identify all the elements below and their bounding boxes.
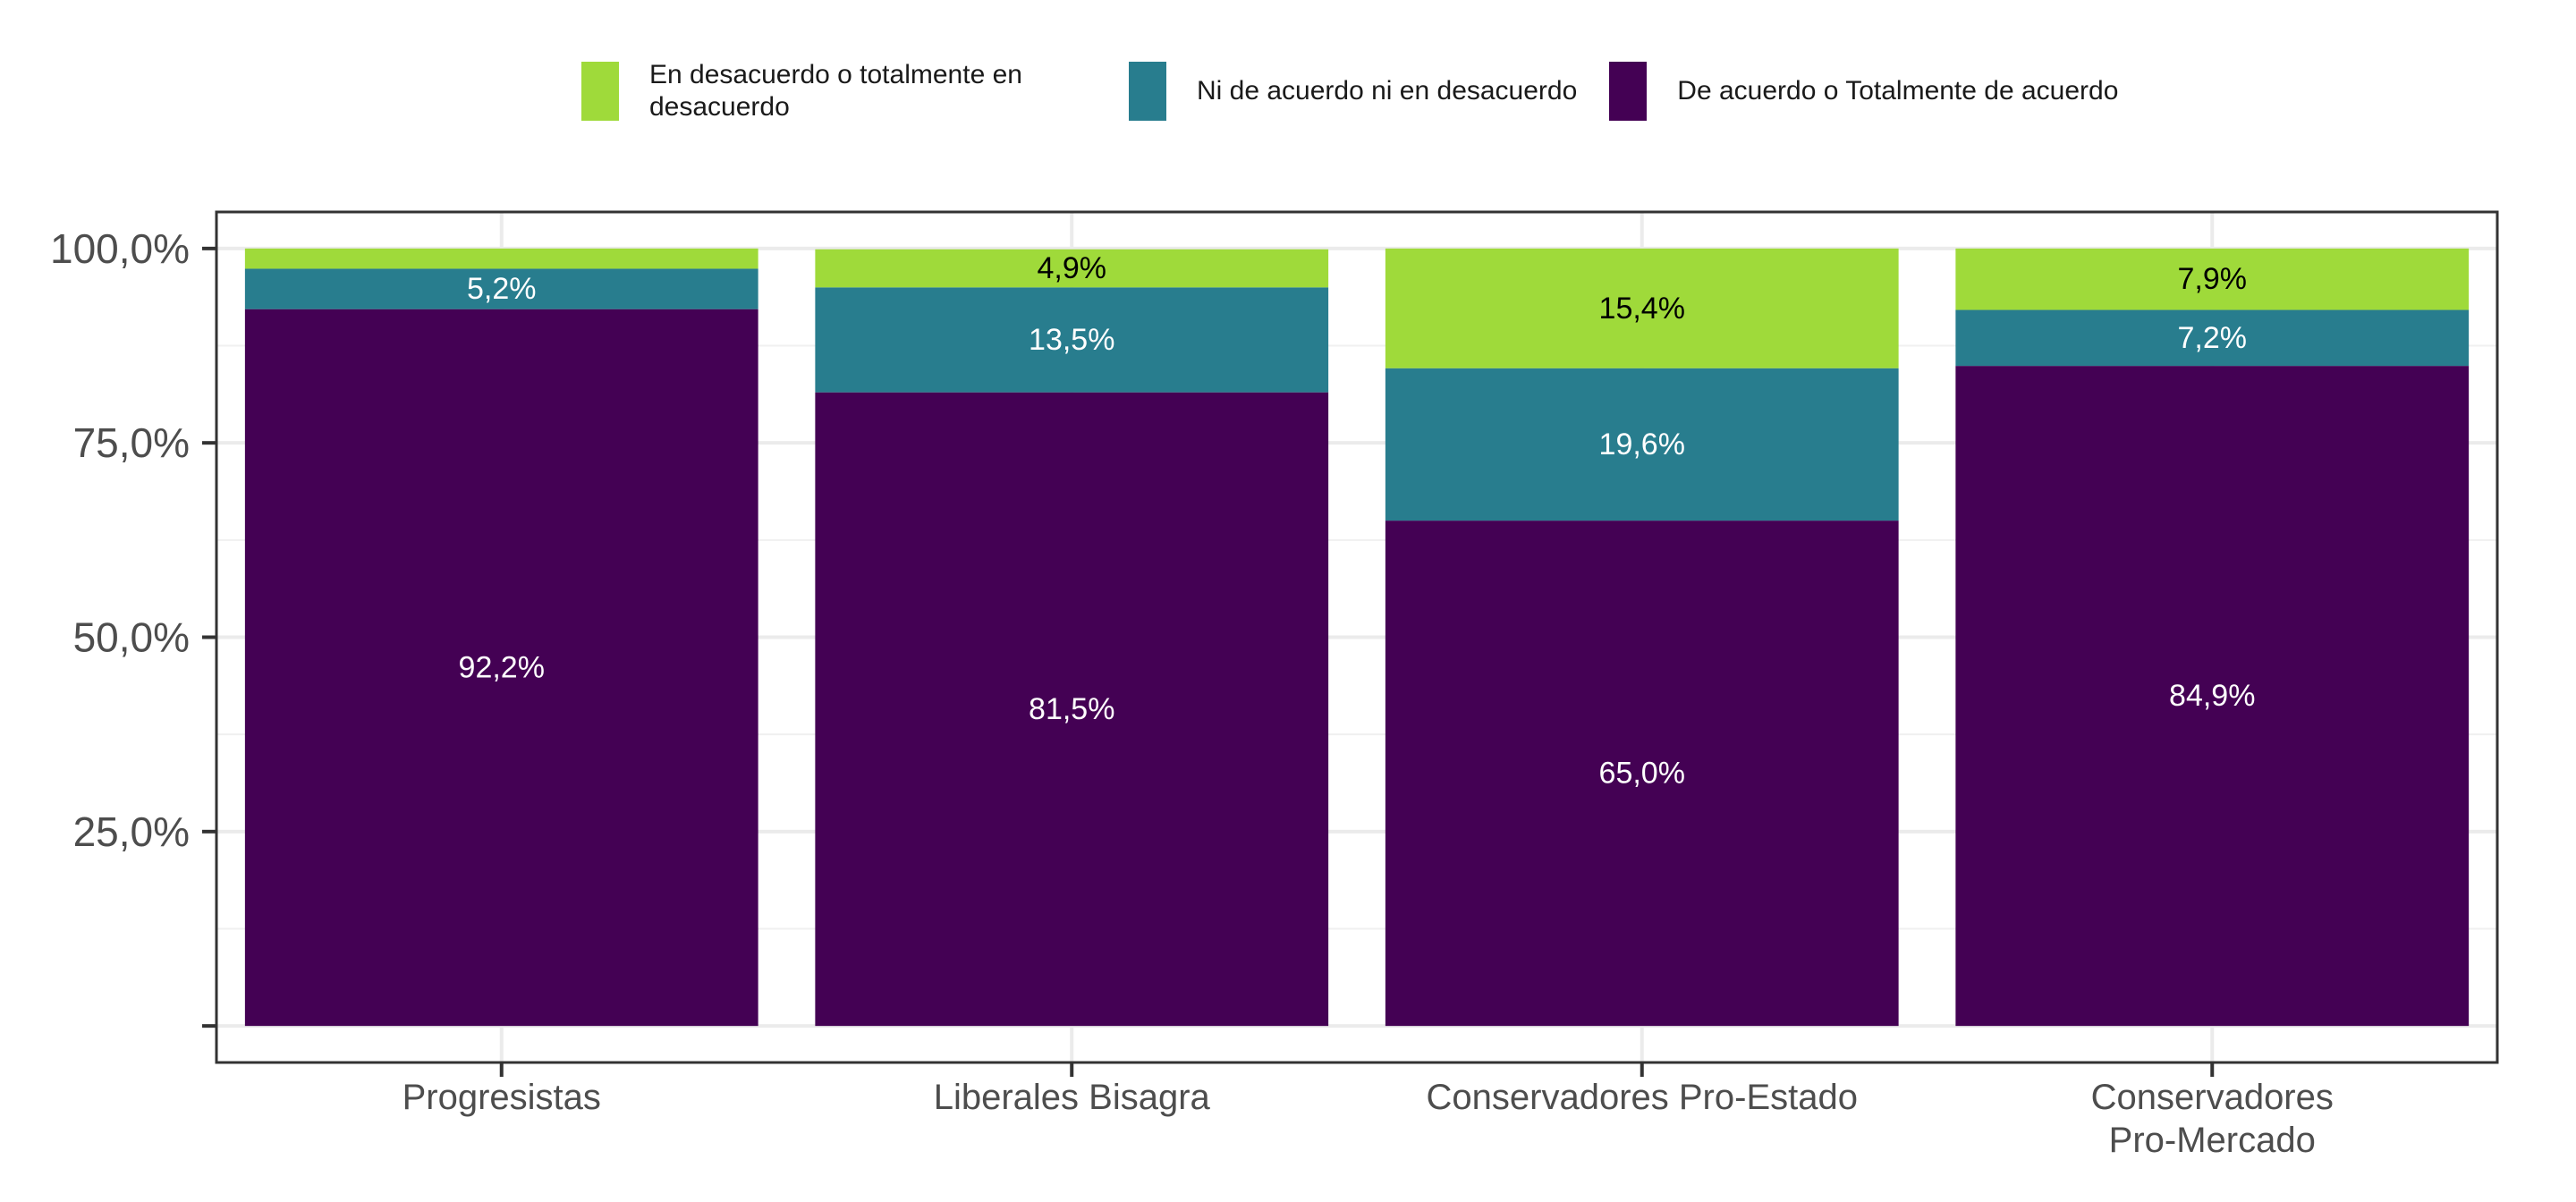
data-label: 84,9% [2169, 679, 2255, 713]
y-tick-label: 25,0% [73, 808, 190, 855]
data-label: 4,9% [1038, 251, 1107, 285]
legend-swatch-disagree [581, 62, 619, 121]
legend-label-neutral: Ni de acuerdo ni en desacuerdo [1197, 76, 1578, 106]
y-tick-label: 75,0% [73, 419, 190, 466]
data-label: 5,2% [467, 272, 537, 306]
legend-label-agree: De acuerdo o Totalmente de acuerdo [1677, 76, 2119, 106]
bar-segment [1955, 248, 2470, 310]
data-label: 81,5% [1029, 692, 1114, 726]
x-tick-label: Liberales Bisagra [934, 1078, 1211, 1117]
bar-segment [815, 249, 1329, 288]
x-tick-label: Conservadores Pro-Estado [1427, 1078, 1858, 1117]
legend-swatch-agree [1609, 62, 1648, 121]
x-tick-label: Conservadores Pro-Mercado [2091, 1078, 2334, 1160]
y-tick-label: 100,0% [50, 225, 190, 272]
legend-swatch-neutral [1129, 62, 1166, 121]
bar-segment [1955, 366, 2470, 1027]
bar-segment [815, 287, 1329, 393]
bar-segment [1385, 368, 1899, 521]
data-label: 7,2% [2178, 321, 2248, 355]
legend-item-neutral: Ni de acuerdo ni en desacuerdo [1129, 62, 1577, 121]
bar-segment [244, 268, 758, 309]
bar-segment [1955, 309, 2470, 367]
legend-label-disagree: En desacuerdo o totalmente en desacuerdo [649, 60, 1022, 122]
data-label: 92,2% [459, 650, 545, 684]
legend-item-agree: De acuerdo o Totalmente de acuerdo [1609, 62, 2118, 121]
data-label: 7,9% [2178, 262, 2248, 296]
bar-segment [244, 309, 758, 1027]
bar-segment [1385, 521, 1899, 1027]
x-tick-label: Progresistas [402, 1078, 601, 1117]
data-label: 13,5% [1029, 323, 1114, 357]
bar-segment [815, 392, 1329, 1027]
data-label: 15,4% [1599, 292, 1685, 326]
chart-legend: En desacuerdo o totalmente en desacuerdo… [581, 59, 2150, 123]
bar-segment [244, 248, 758, 269]
data-label: 19,6% [1599, 427, 1685, 461]
data-label: 65,0% [1599, 757, 1685, 791]
y-tick-label: 50,0% [73, 614, 190, 661]
bar-segment [1385, 248, 1899, 368]
legend-item-disagree: En desacuerdo o totalmente en desacuerdo [581, 59, 1097, 123]
